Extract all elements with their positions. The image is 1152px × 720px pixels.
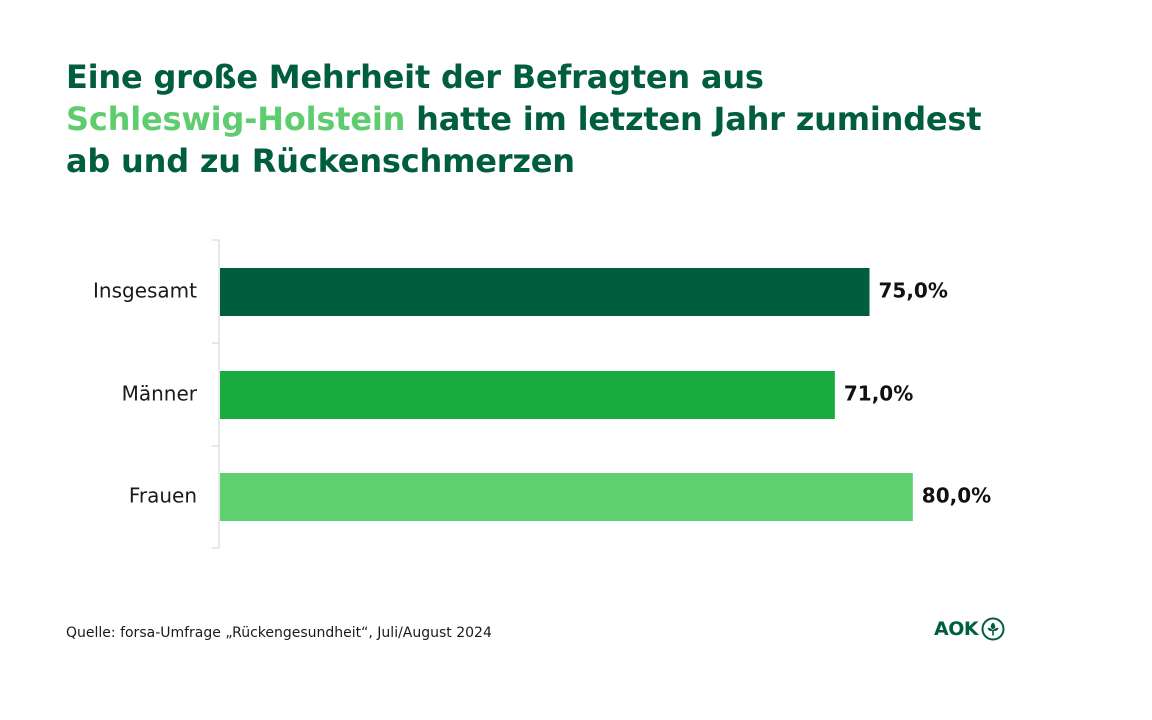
bar-1 — [220, 268, 870, 316]
bar-3 — [220, 473, 913, 521]
logo-text: AOK — [934, 618, 979, 640]
value-label: 75,0% — [879, 279, 948, 303]
title-line3: ab und zu Rückenschmerzen — [66, 142, 575, 180]
value-label: 71,0% — [844, 382, 913, 406]
title-line2-rest: hatte im letzten Jahr zumindest — [405, 100, 982, 138]
aok-tree-icon — [981, 617, 1005, 641]
category-label: Insgesamt — [93, 279, 197, 303]
source-note: Quelle: forsa-Umfrage „Rückengesundheit“… — [66, 625, 492, 641]
value-label: 80,0% — [922, 484, 991, 508]
bar-2 — [220, 371, 835, 419]
chart-title: Eine große Mehrheit der Befragten aus Sch… — [66, 56, 1066, 182]
bar-chart: Insgesamt 75,0% Männer 71,0% Frauen 80,0% — [93, 239, 991, 549]
category-label: Männer — [122, 382, 198, 406]
title-highlight: Schleswig-Holstein — [66, 100, 406, 138]
aok-logo: AOK — [934, 617, 1005, 641]
title-line1: Eine große Mehrheit der Befragten aus — [66, 58, 764, 96]
category-label: Frauen — [129, 484, 197, 508]
